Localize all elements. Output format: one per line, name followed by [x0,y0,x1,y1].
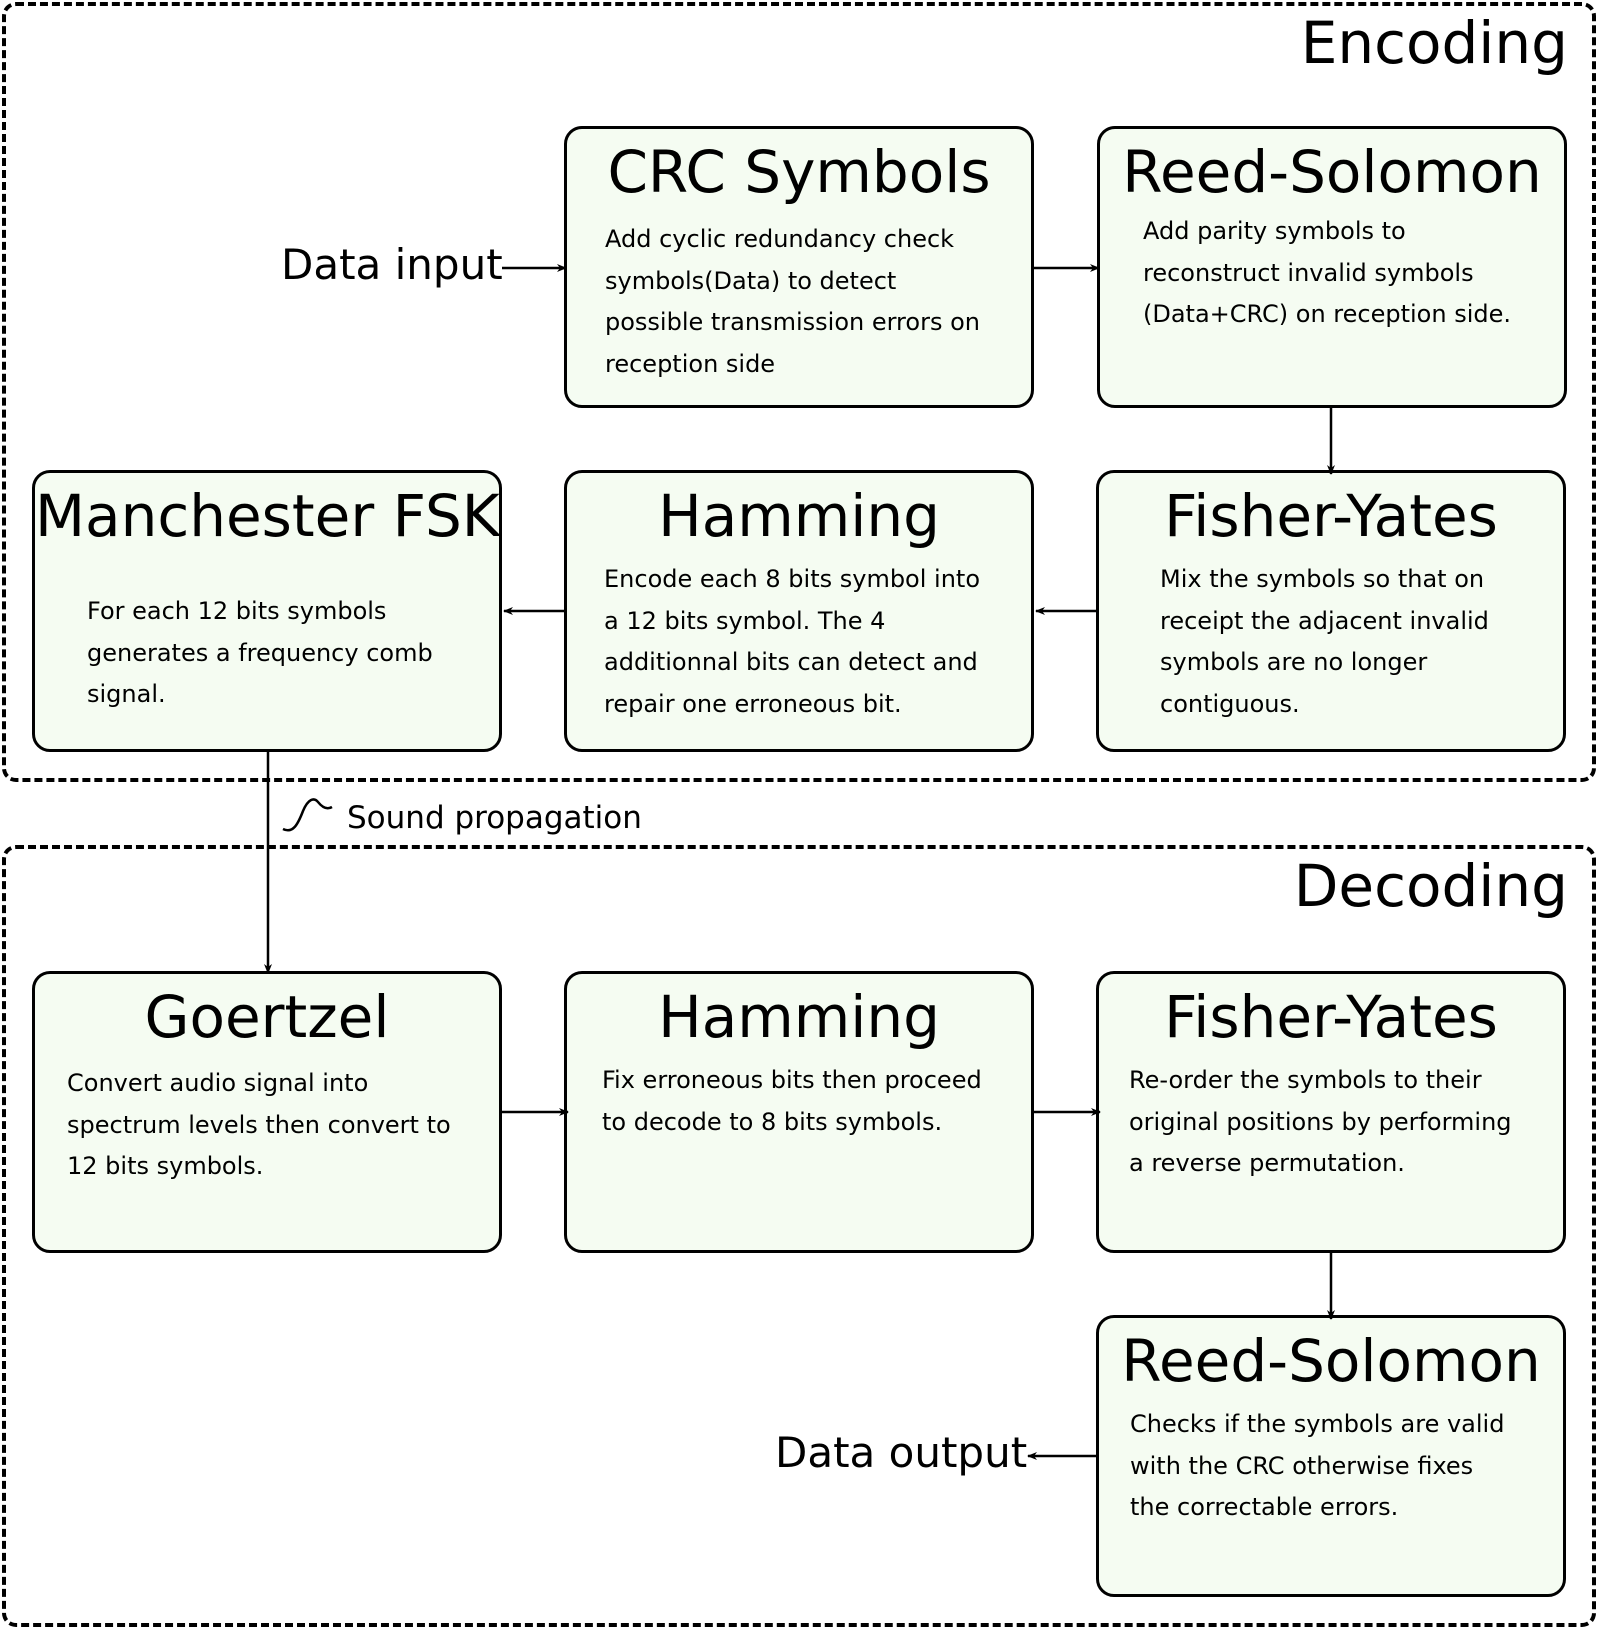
crc-symbols-title: CRC Symbols [607,138,991,206]
encoding-hamming-title: Hamming [658,482,940,550]
manchester-fsk-box: Manchester FSK For each 12 bits symbols … [32,470,502,752]
decoding-fisher-yates-box: Fisher-Yates Re-order the symbols to the… [1096,971,1566,1253]
crc-symbols-box: CRC Symbols Add cyclic redundancy check … [564,126,1034,408]
sine-wave-icon [282,798,333,832]
encoding-fisher-yates-box: Fisher-Yates Mix the symbols so that on … [1096,470,1566,752]
data-input-label: Data input [281,240,503,289]
encoding-hamming-description: Encode each 8 bits symbol into a 12 bits… [604,565,981,718]
decoding-hamming-description: Fix erroneous bits then proceed to decod… [602,1066,982,1136]
encoding-reed-solomon-title: Reed-Solomon [1122,138,1542,206]
encoding-fisher-yates-description: Mix the symbols so that on receipt the a… [1160,565,1489,718]
crc-symbols-description: Add cyclic redundancy check symbols(Data… [605,225,980,378]
goertzel-title: Goertzel [144,983,390,1051]
manchester-fsk-title: Manchester FSK [35,482,500,550]
sound-propagation-label: Sound propagation [347,800,642,836]
decoding-group: Decoding [2,845,1596,1627]
decoding-fisher-yates-title: Fisher-Yates [1164,983,1498,1051]
decoding-hamming-box: Hamming Fix erroneous bits then proceed … [564,971,1034,1253]
decoding-title: Decoding [1293,852,1568,920]
encoding-group: Encoding [2,2,1596,782]
encoding-reed-solomon-description: Add parity symbols to reconstruct invali… [1143,217,1511,329]
encoding-hamming-box: Hamming Encode each 8 bits symbol into a… [564,470,1034,752]
manchester-fsk-description: For each 12 bits symbols generates a fre… [87,597,433,709]
decoding-reed-solomon-description: Checks if the symbols are valid with the… [1130,1410,1505,1522]
encoding-title: Encoding [1300,9,1568,77]
encoding-fisher-yates-title: Fisher-Yates [1164,482,1498,550]
goertzel-description: Convert audio signal into spectrum level… [67,1069,451,1181]
decoding-fisher-yates-description: Re-order the symbols to their original p… [1129,1066,1512,1178]
data-output-label: Data output [775,1428,1028,1477]
decoding-reed-solomon-title: Reed-Solomon [1121,1327,1541,1395]
encoding-reed-solomon-box: Reed-Solomon Add parity symbols to recon… [1097,126,1567,408]
decoding-hamming-title: Hamming [658,983,940,1051]
goertzel-box: Goertzel Convert audio signal into spect… [32,971,502,1253]
